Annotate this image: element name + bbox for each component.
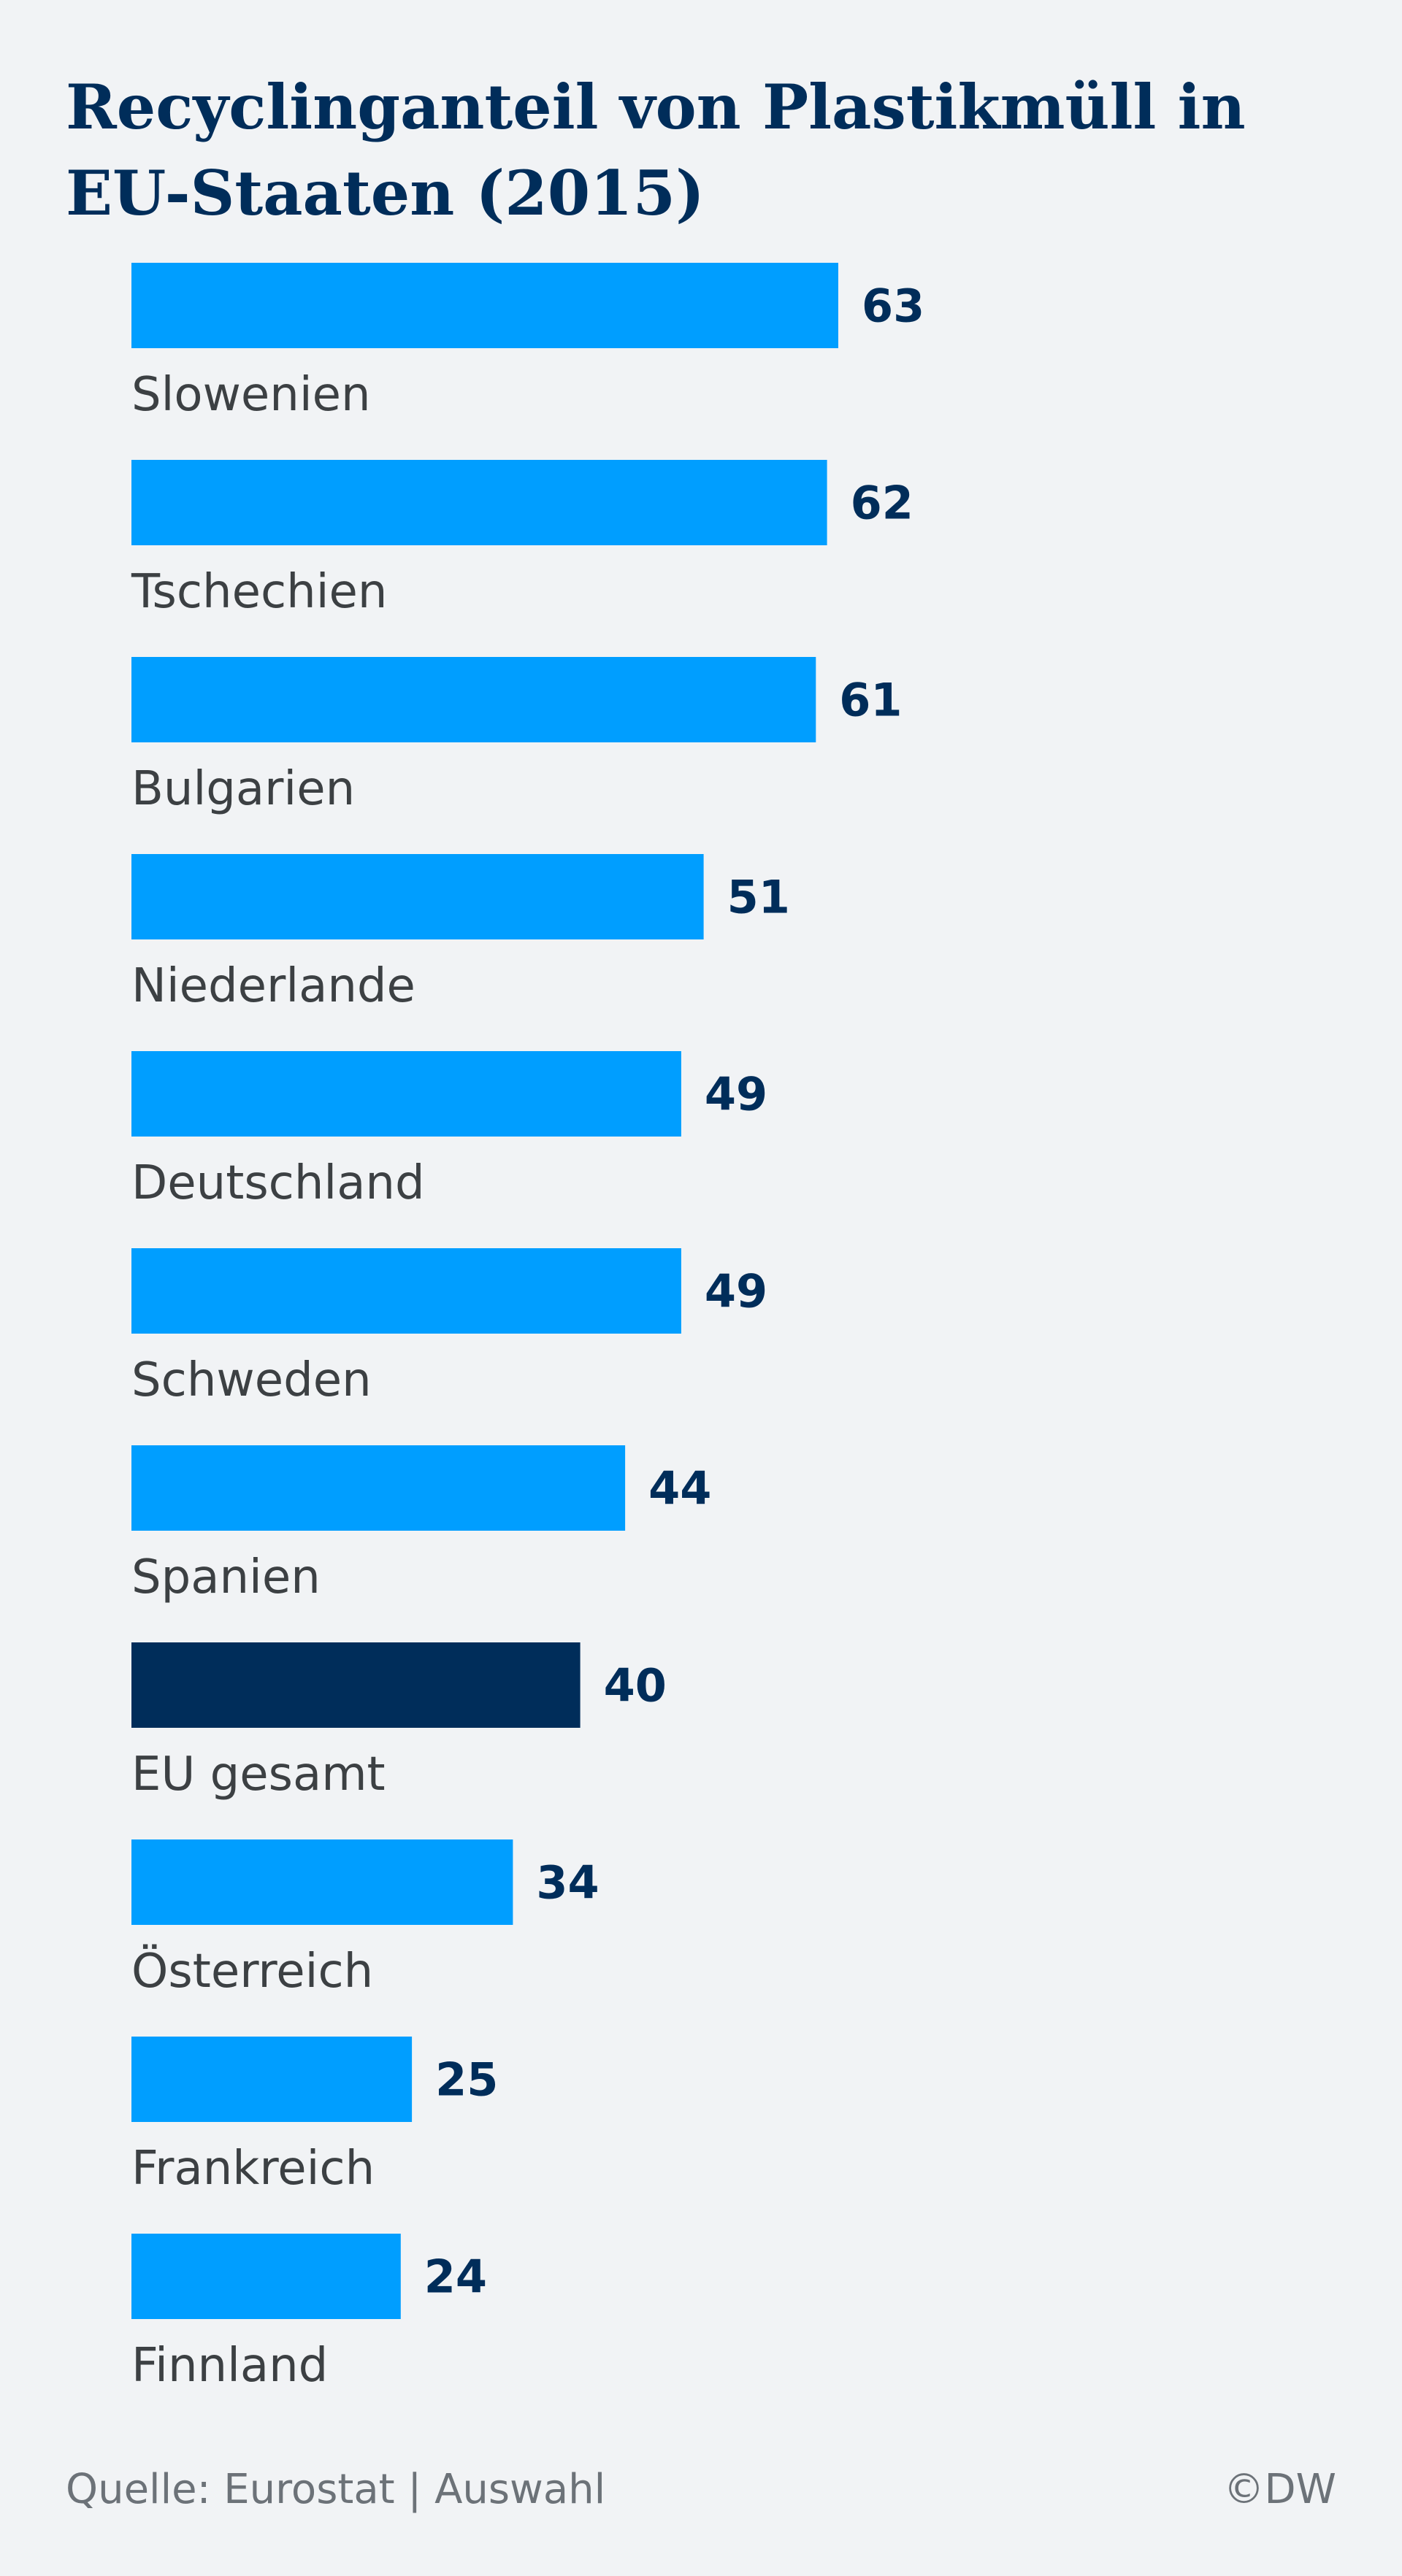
value-label: 25: [435, 2053, 498, 2107]
copyright-credit: ©DW: [1223, 2466, 1337, 2513]
category-label: EU gesamt: [131, 1748, 386, 1802]
bar-schweden: [131, 1248, 681, 1334]
value-label: 51: [727, 871, 790, 924]
source-note: Quelle: Eurostat | Auswahl: [66, 2466, 606, 2513]
value-label: 49: [705, 1265, 767, 1318]
value-label: 24: [424, 2250, 487, 2304]
bar-österreich: [131, 1839, 513, 1925]
category-label: Slowenien: [131, 368, 371, 422]
bar-finnland: [131, 2234, 401, 2319]
bar-frankreich: [131, 2037, 413, 2122]
bar-bulgarien: [131, 657, 816, 742]
category-label: Österreich: [131, 1944, 373, 1999]
category-label: Deutschland: [131, 1156, 425, 1210]
value-label: 44: [648, 1462, 711, 1515]
bar-eu-gesamt: [131, 1642, 581, 1728]
category-label: Frankreich: [131, 2142, 375, 2196]
bar-niederlande: [131, 854, 704, 939]
value-label: 62: [851, 477, 913, 530]
value-label: 63: [862, 280, 924, 333]
bar-deutschland: [131, 1051, 681, 1137]
value-label: 61: [839, 674, 902, 727]
value-label: 34: [536, 1856, 599, 1910]
chart-title: Recyclinganteil von Plastikmüll in EU-St…: [66, 71, 1246, 229]
bar-tschechien: [131, 460, 827, 545]
category-label: Spanien: [131, 1550, 321, 1604]
category-label: Bulgarien: [131, 762, 355, 816]
bar-spanien: [131, 1445, 626, 1531]
category-label: Schweden: [131, 1353, 372, 1407]
category-label: Niederlande: [131, 959, 415, 1013]
value-label: 49: [705, 1068, 767, 1121]
category-label: Tschechien: [131, 565, 387, 619]
bar-slowenien: [131, 263, 838, 348]
value-label: 40: [604, 1659, 667, 1712]
category-label: Finnland: [131, 2339, 328, 2393]
